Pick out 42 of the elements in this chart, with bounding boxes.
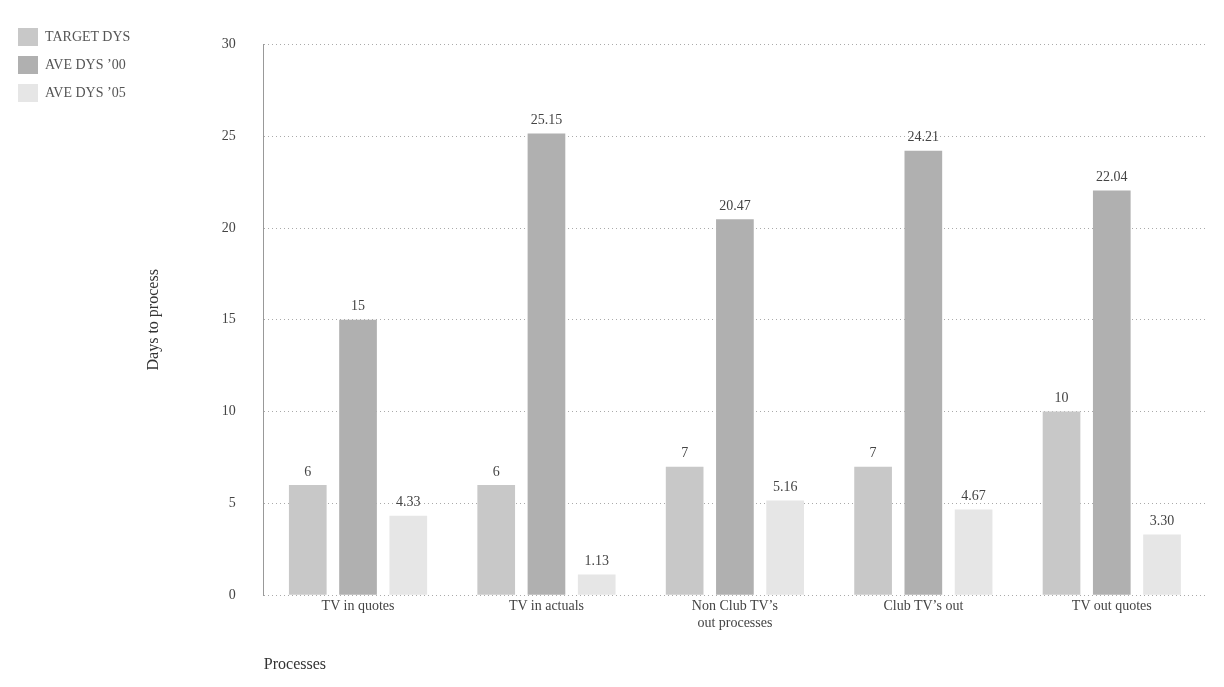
bar — [854, 466, 892, 595]
x-tick-label: Non Club TV’s out processes — [691, 598, 778, 631]
data-label: 25.15 — [530, 112, 563, 128]
data-label: 7 — [681, 445, 689, 461]
y-tick-label: 25 — [221, 127, 236, 143]
data-label: 20.47 — [719, 198, 751, 214]
data-label: 4.33 — [396, 494, 421, 510]
data-label: 3.30 — [1149, 513, 1175, 529]
bar — [577, 574, 616, 595]
x-tick-label: Club TV’s out — [883, 598, 964, 614]
y-tick-label: 10 — [221, 403, 236, 419]
legend-label: TARGET DYS — [45, 28, 131, 44]
bar — [389, 515, 428, 595]
legend-label: AVE DYS ’00 — [45, 56, 126, 72]
data-label: 15 — [351, 298, 366, 314]
legend-label: AVE DYS ’05 — [45, 84, 126, 100]
y-tick-label: 5 — [228, 495, 236, 511]
data-label: 5.16 — [772, 479, 798, 495]
y-axis-title: Days to process — [144, 269, 163, 371]
data-label: 4.67 — [961, 488, 986, 504]
x-tick-label: TV in actuals — [508, 598, 585, 614]
x-tick-label: TV in quotes — [321, 598, 395, 614]
bar — [477, 485, 516, 595]
bar — [766, 500, 804, 595]
bar — [1042, 411, 1081, 595]
y-tick-label: 0 — [228, 586, 236, 602]
data-label: 6 — [304, 463, 312, 479]
bar — [954, 509, 993, 595]
y-tick-label: 30 — [221, 36, 236, 52]
data-label: 1.13 — [584, 553, 609, 569]
y-tick-label: 20 — [221, 219, 236, 235]
data-label: 10 — [1054, 390, 1069, 406]
bar — [1143, 534, 1181, 595]
data-label: 6 — [492, 463, 500, 479]
x-axis-title: Processes — [263, 654, 327, 672]
data-label: 7 — [869, 445, 877, 461]
bar — [665, 466, 704, 595]
data-label: 24.21 — [907, 129, 940, 145]
bar — [288, 485, 327, 595]
x-tick-label: TV out quotes — [1071, 598, 1152, 614]
data-label: 22.04 — [1096, 169, 1128, 185]
y-tick-label: 15 — [221, 311, 236, 327]
